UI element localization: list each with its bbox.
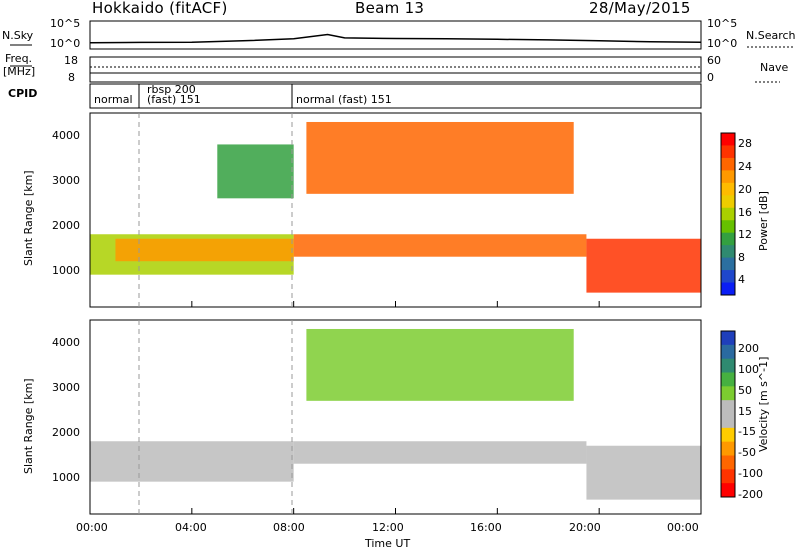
power-ytick-3000: 3000 [52,174,80,187]
colorbar-swatch [721,455,735,470]
vel-cbar-tick-m15: -15 [738,425,756,438]
vel-cbar-tick-100: 100 [738,363,759,376]
cpid-seg2-text2: (fast) 151 [147,93,201,106]
x-tick-marks [89,301,702,514]
power-ytick-4000: 4000 [52,129,80,142]
velocity-ytick-3000: 3000 [52,381,80,394]
velocity-ytick-1000: 1000 [52,471,80,484]
colorbar-swatch [721,469,735,484]
nave-label: Nave [760,61,789,74]
nsky-series-line [89,33,702,44]
velocity-colorbar [721,331,735,498]
colorbar-swatch [721,157,735,171]
power-cbar-tick-16: 16 [738,206,752,219]
xtick-1600: 16:00 [470,521,502,534]
power-ytick-1000: 1000 [52,264,80,277]
xtick-2400: 00:00 [667,521,699,534]
colorbar-swatch [721,245,735,259]
nsearch-tick-bottom: 10^0 [707,37,738,50]
power-cbar-tick-4: 4 [738,273,745,286]
heatmap-region-3 [293,234,587,257]
power-cbar-tick-24: 24 [738,160,752,173]
heatmap-region-1 [293,441,587,464]
heatmap-region-2 [306,328,574,401]
colorbar-swatch [721,427,735,443]
cpid-label: CPID [8,87,38,100]
xtick-1200: 12:00 [372,521,404,534]
nsky-tick-top: 10^5 [50,17,81,30]
date-title: 28/May/2015 [589,0,691,17]
vel-cbar-tick-m50: -50 [738,446,756,459]
colorbar-swatch [721,145,735,159]
nsky-trace [89,33,702,44]
colorbar-swatch [721,358,735,373]
nsky-panel-frame [89,20,702,50]
cpid-panel-frame [89,83,702,109]
colorbar-swatch [721,257,735,271]
nsky-label: N.Sky [2,29,34,42]
colorbar-swatch [721,441,735,456]
colorbar-swatch [721,282,735,296]
freq-tick-top: 18 [64,54,78,67]
freq-label: Freq. [5,52,33,65]
colorbar-swatch [721,133,735,146]
nsearch-label: N.Search [746,29,796,42]
colorbar-swatch [721,195,735,209]
power-cbar-tick-28: 28 [738,137,752,150]
vel-cbar-tick-50: 50 [738,384,752,397]
heatmap-region-0 [90,441,294,482]
power-colorbar-frame [720,132,736,296]
nave-tick-bottom: 0 [707,71,714,84]
colorbar-swatch [721,207,735,221]
nave-tick-top: 60 [707,54,721,67]
freq-unit-label: [MHz] [3,65,36,78]
heatmap-region-3 [586,445,701,500]
nsky-tick-bottom: 10^0 [50,37,81,50]
vel-cbar-tick-200: 200 [738,342,759,355]
power-ytick-2000: 2000 [52,219,80,232]
colorbar-swatch [721,386,735,401]
station-title: Hokkaido (fitACF) [92,0,228,17]
colorbar-swatch [721,414,735,429]
velocity-ytick-2000: 2000 [52,426,80,439]
cpid-seg3-text: normal (fast) 151 [296,93,392,106]
velocity-colorbar-frame [720,330,736,498]
freq-panel-frame [89,56,702,83]
power-cbar-tick-12: 12 [738,228,752,241]
power-colorbar [721,133,735,296]
xlabel: Time UT [365,537,411,550]
colorbar-swatch [721,400,735,415]
power-cbar-tick-8: 8 [738,251,745,264]
vel-cbar-tick-15: 15 [738,405,752,418]
xtick-0400: 04:00 [175,521,207,534]
colorbar-swatch [721,220,735,234]
heatmap-region-2 [217,144,294,199]
heatmap-region-1 [115,238,294,262]
colorbar-swatch [721,170,735,184]
colorbar-swatch [721,483,735,498]
vel-cbar-tick-m200: -200 [738,488,763,501]
nsearch-tick-top: 10^5 [707,17,738,30]
velocity-regions [90,328,701,500]
colorbar-swatch [721,331,735,346]
freq-tick-bottom: 8 [68,71,75,84]
colorbar-swatch [721,182,735,196]
power-regions [90,121,701,293]
cpid-seg1-text: normal [94,93,133,106]
xtick-0000: 00:00 [76,521,108,534]
heatmap-region-5 [586,238,701,293]
colorbar-swatch [721,372,735,387]
xtick-0800: 08:00 [273,521,305,534]
colorbar-swatch [721,344,735,360]
xtick-2000: 20:00 [569,521,601,534]
beam-title: Beam 13 [355,0,425,17]
power-cbar-tick-20: 20 [738,183,752,196]
cpid-seg2-text1: rbsp 200 [147,83,196,96]
colorbar-swatch [721,270,735,284]
velocity-ytick-4000: 4000 [52,336,80,349]
vel-cbar-tick-m100: -100 [738,467,763,480]
colorbar-swatch [721,232,735,246]
heatmap-region-4 [306,121,574,194]
